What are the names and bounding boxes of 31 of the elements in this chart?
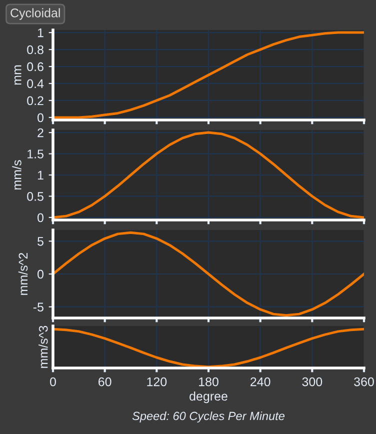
- y-tick-label: -5: [33, 302, 44, 312]
- y-axis-title: mm/s^3: [38, 326, 48, 368]
- y-tick-label: 1.5: [28, 150, 44, 158]
- y-tick-label: 0.8: [27, 45, 44, 54]
- y-axis-title: mm/s: [12, 160, 22, 190]
- y-tick-label: 0.6: [27, 62, 44, 72]
- line-series: [53, 131, 364, 219]
- line-series: [53, 31, 364, 119]
- line-series: [53, 231, 364, 317]
- x-tick-label: 180: [199, 377, 218, 386]
- y-tick-label: 0.2: [27, 96, 44, 106]
- y-tick-label: 1: [38, 170, 44, 180]
- x-axis-title: degree: [190, 391, 228, 404]
- y-tick-label: 2: [38, 128, 44, 138]
- y-tick-label: 5: [38, 237, 44, 246]
- text: Speed: 60 Cycles Per Minute: [132, 411, 285, 423]
- x-tick-label: 360: [354, 377, 374, 386]
- y-tick-label: 0.5: [27, 192, 44, 201]
- y-axis-title: mm: [14, 65, 22, 85]
- x-tick-label: 60: [98, 377, 112, 386]
- x-tick-label: 300: [302, 377, 322, 386]
- y-tick-label: 1: [38, 28, 44, 38]
- y-tick-label: 0: [38, 213, 44, 222]
- y-tick-label: 0: [38, 113, 44, 122]
- x-tick-label: 0: [50, 377, 56, 386]
- y-tick-label: 0.4: [27, 79, 44, 88]
- chart-title: Cycloidal: [10, 8, 60, 20]
- x-tick-label: 240: [250, 377, 270, 386]
- y-tick-label: 0: [38, 270, 44, 279]
- x-tick-label: 120: [147, 377, 167, 386]
- y-axis-title: mm/s^2: [18, 252, 28, 295]
